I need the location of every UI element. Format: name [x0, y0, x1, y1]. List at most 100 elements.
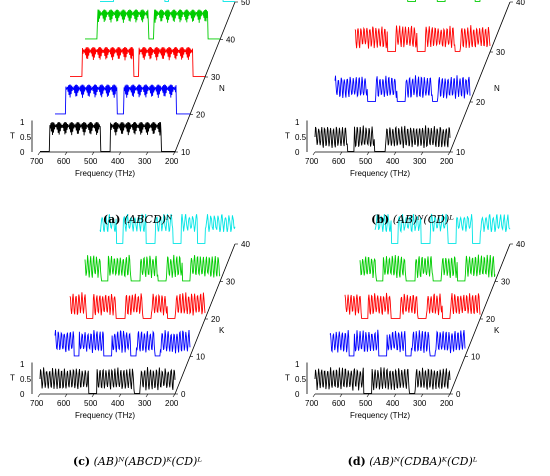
- y-axis-label: T: [10, 374, 15, 383]
- x-tick: [447, 151, 451, 156]
- x-axis-label: Frequency (THz): [75, 411, 135, 420]
- y-axis-label: T: [10, 132, 15, 141]
- z-tick-label: 40: [516, 0, 525, 7]
- x-tick: [172, 393, 176, 398]
- z-tick-label: 40: [226, 36, 235, 45]
- series-line-z10: [329, 329, 466, 357]
- z-axis-label: K: [219, 326, 225, 335]
- x-tick-label: 300: [138, 157, 152, 166]
- x-tick-label: 200: [440, 399, 454, 408]
- x-tick-label: 500: [84, 157, 98, 166]
- x-tick: [118, 151, 122, 156]
- z-tick-label: 0: [181, 390, 186, 399]
- caption-d-label: (d): [347, 455, 366, 468]
- caption-b-label: (b): [371, 213, 390, 226]
- y-tick-label: 1: [20, 118, 25, 127]
- x-tick-label: 400: [386, 157, 400, 166]
- x-tick: [312, 151, 316, 156]
- x-tick-label: 200: [165, 399, 179, 408]
- x-tick: [91, 393, 95, 398]
- series-line-z10: [40, 121, 175, 152]
- series-line-z40: [374, 213, 511, 244]
- z-tick-label: 30: [496, 48, 505, 57]
- y-tick-label: 0: [295, 148, 300, 157]
- chart-panel-0: 700 600 500 400 300 200 0 0.5 1 10 20 30 40 50 Frequen…: [10, 0, 250, 178]
- z-axis-label: N: [494, 84, 500, 93]
- x-tick-label: 200: [440, 157, 454, 166]
- z-tick-label: 40: [241, 240, 250, 249]
- x-tick: [366, 393, 370, 398]
- x-tick: [145, 151, 149, 156]
- y-tick-label: 0.5: [20, 375, 32, 384]
- x-tick: [91, 151, 95, 156]
- caption-d: (d) (AB)ᴺ(CDBA)ᴷ(CD)ᴸ: [275, 455, 550, 468]
- caption-b-formula: (AB)ᴺ(CD)ᴸ: [392, 213, 454, 226]
- x-tick: [339, 151, 343, 156]
- x-tick-label: 500: [359, 157, 373, 166]
- y-tick-label: 0: [20, 148, 25, 157]
- y-tick-label: 0.5: [20, 133, 32, 142]
- x-tick-label: 600: [332, 399, 346, 408]
- z-tick-label: 10: [471, 353, 480, 362]
- x-tick-label: 300: [413, 399, 427, 408]
- caption-c-formula: (AB)ᴺ(ABCD)ᴷ(CD)ᴸ: [93, 455, 202, 468]
- series-line-z40: [99, 213, 236, 244]
- series-line-z40: [85, 9, 220, 40]
- x-tick: [393, 393, 397, 398]
- x-tick-label: 700: [305, 157, 319, 166]
- z-tick-label: 30: [226, 278, 235, 287]
- series-line-z0: [39, 367, 176, 394]
- x-tick: [64, 393, 68, 398]
- x-axis-label: Frequency (THz): [75, 169, 135, 178]
- z-axis-label: N: [219, 84, 225, 93]
- x-tick: [366, 151, 370, 156]
- x-tick-label: 300: [413, 157, 427, 166]
- caption-c: (c) (AB)ᴺ(ABCD)ᴷ(CD)ᴸ: [0, 455, 275, 468]
- x-tick-label: 700: [305, 399, 319, 408]
- x-tick: [64, 151, 68, 156]
- x-tick: [172, 151, 176, 156]
- x-tick-label: 200: [165, 157, 179, 166]
- x-tick: [312, 393, 316, 398]
- x-tick-label: 600: [57, 399, 71, 408]
- series-line-z30: [84, 254, 221, 282]
- chart-panel-1: 700 600 500 400 300 200 0 0.5 1 10 20 30 40 Frequency…: [285, 0, 525, 178]
- x-tick-label: 300: [138, 399, 152, 408]
- series-line-z40: [407, 0, 481, 2]
- y-tick-label: 0.5: [295, 133, 307, 142]
- x-tick: [339, 393, 343, 398]
- caption-a: (a) (ABCD)ᴺ: [0, 213, 275, 226]
- caption-a-label: (a): [102, 213, 121, 226]
- y-tick-label: 0.5: [295, 375, 307, 384]
- x-tick: [37, 393, 41, 398]
- x-tick: [118, 393, 122, 398]
- x-tick-label: 500: [84, 399, 98, 408]
- x-tick: [145, 393, 149, 398]
- z-tick-label: 50: [241, 0, 250, 7]
- z-axis-label: K: [494, 326, 500, 335]
- z-tick-label: 40: [516, 240, 525, 249]
- x-tick: [447, 393, 451, 398]
- chart-panel-3: 700 600 500 400 300 20000.51010203040Frequenc…: [285, 213, 525, 420]
- series-line-z30: [354, 25, 491, 52]
- x-tick: [420, 393, 424, 398]
- series-line-z20: [334, 75, 471, 102]
- z-axis-line: [449, 1, 511, 153]
- z-tick-label: 10: [196, 353, 205, 362]
- y-tick-label: 1: [20, 360, 25, 369]
- x-tick: [393, 151, 397, 156]
- series-line-z20: [344, 292, 481, 319]
- chart-panel-2: 700 600 500 400 300 20000.51010203040Frequenc…: [10, 213, 250, 420]
- series-line-z20: [69, 292, 206, 319]
- y-tick-label: 0: [20, 390, 25, 399]
- y-tick-label: 1: [295, 118, 300, 127]
- series-line-z30: [359, 254, 496, 282]
- z-tick-label: 30: [211, 73, 220, 82]
- y-tick-label: 0: [295, 390, 300, 399]
- y-tick-label: 1: [295, 360, 300, 369]
- z-tick-label: 20: [476, 98, 485, 107]
- series-line-z50: [100, 0, 235, 2]
- caption-d-formula: (AB)ᴺ(CDBA)ᴷ(CD)ᴸ: [369, 455, 478, 468]
- x-tick-label: 500: [359, 399, 373, 408]
